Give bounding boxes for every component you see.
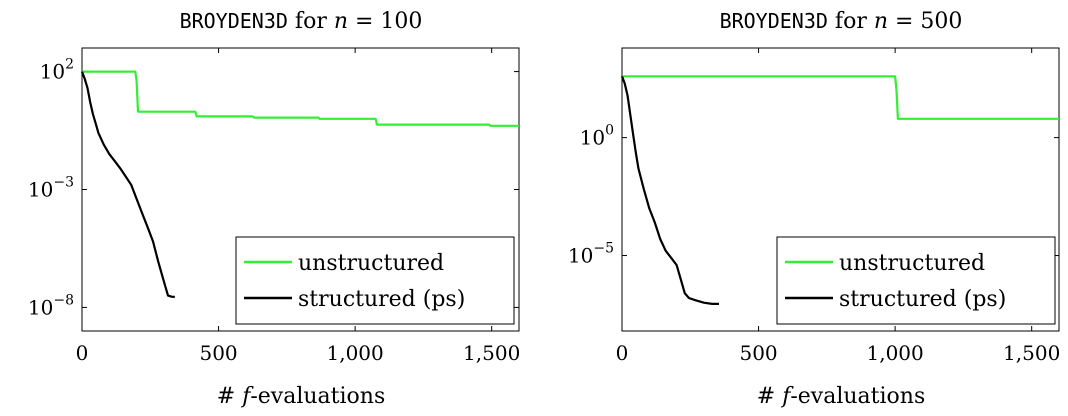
left-x-tick-label: 0 <box>76 341 89 365</box>
right-y-tick-label: 10−5 <box>568 241 614 268</box>
chart-right-legend: unstructured structured (ps) <box>776 236 1056 325</box>
chart-right-x-ticks: 0 500 1,000 1,500 <box>616 48 1060 365</box>
chart-left-title: BROYDEN3D for n = 100 <box>180 9 423 34</box>
left-series-line-structured <box>80 71 175 298</box>
chart-right-title: BROYDEN3D for n = 500 <box>720 9 963 34</box>
right-x-tick-label: 1,000 <box>866 341 923 365</box>
left-y-tick-label: 10−3 <box>28 175 74 202</box>
chart-left: BROYDEN3D for n = 100 0 500 1,000 1,500 102… <box>28 9 520 409</box>
chart-left-legend: unstructured structured (ps) <box>235 236 515 325</box>
right-x-tick-label: 500 <box>739 341 777 365</box>
chart-right-x-axis-label: # f-evaluations <box>757 384 926 409</box>
chart-right-legend-label-structured: structured (ps) <box>839 287 1006 312</box>
chart-left-y-ticks: 102 10−3 10−8 <box>28 57 519 319</box>
left-x-tick-label: 1,500 <box>463 341 520 365</box>
right-series-line-structured <box>620 75 719 305</box>
right-x-tick-label: 1,500 <box>1003 341 1060 365</box>
chart-right: BROYDEN3D for n = 500 0 500 1,000 1,500 100… <box>568 9 1060 409</box>
chart-right-plot-frame <box>621 47 1060 332</box>
chart-right-y-ticks: 100 10−5 <box>568 123 1059 268</box>
chart-left-legend-label-unstructured: unstructured <box>298 251 444 276</box>
right-y-tick-label: 100 <box>580 123 614 150</box>
chart-left-x-axis-label: # f-evaluations <box>217 384 386 409</box>
left-y-tick-label: 102 <box>40 57 74 84</box>
chart-right-series <box>620 75 1059 305</box>
left-x-tick-label: 1,000 <box>326 341 383 365</box>
left-x-tick-label: 500 <box>199 341 237 365</box>
chart-left-legend-box <box>235 236 515 325</box>
chart-left-x-ticks: 0 500 1,000 1,500 <box>76 48 520 365</box>
left-y-tick-label: 10−8 <box>28 292 74 319</box>
chart-right-legend-box <box>776 236 1056 325</box>
left-series-line-unstructured <box>82 70 519 127</box>
right-series-line-unstructured <box>622 75 1059 120</box>
right-x-tick-label: 0 <box>616 341 629 365</box>
chart-right-legend-label-unstructured: unstructured <box>839 251 985 276</box>
chart-left-legend-label-structured: structured (ps) <box>298 287 465 312</box>
chart-left-series <box>80 70 519 298</box>
